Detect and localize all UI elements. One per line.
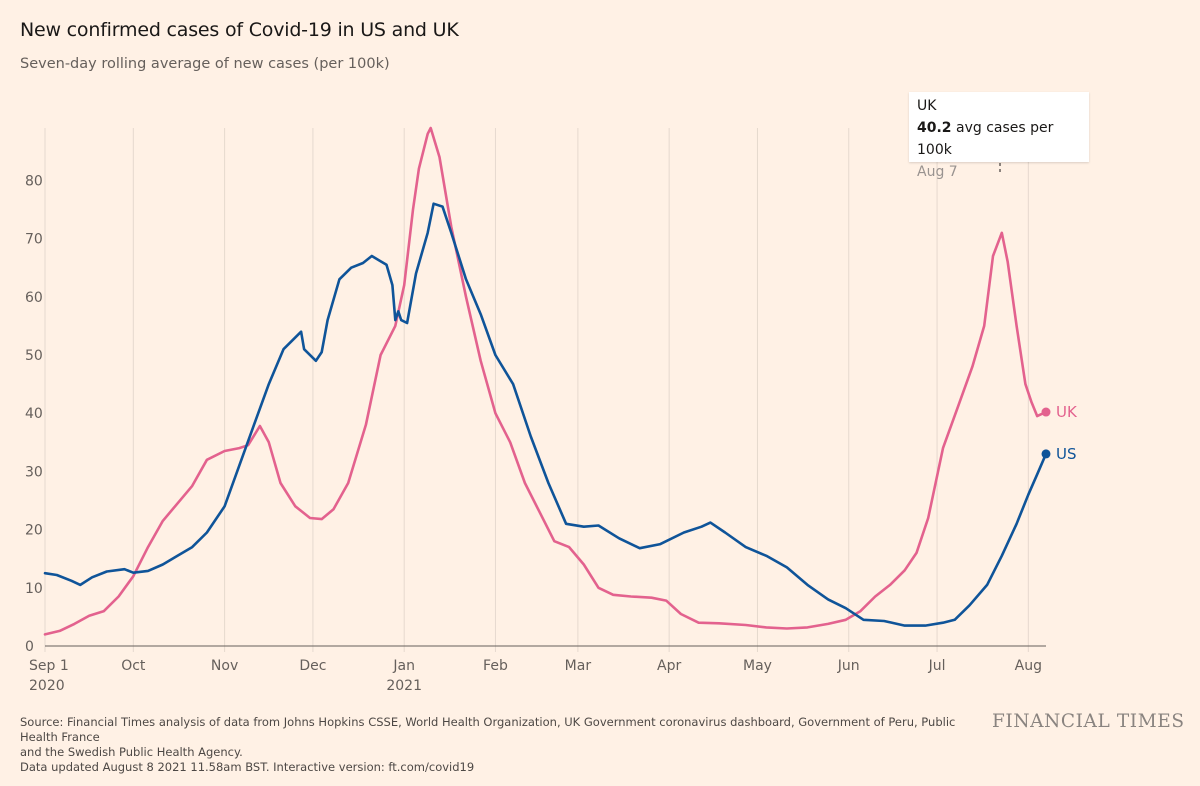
y-tick-label: 60 [25, 290, 43, 306]
y-tick-label: 0 [25, 639, 34, 655]
x-tick-label: Jul [928, 658, 946, 674]
x-tick-label: Apr [657, 658, 681, 674]
x-tick-label: May [743, 658, 772, 674]
tooltip-date: Aug 7 [917, 164, 958, 180]
end-marker-uk[interactable] [1041, 407, 1051, 417]
financial-times-logo: FINANCIAL TIMES [992, 711, 1185, 732]
tooltip-value: 40.2 [917, 120, 952, 136]
x-tick-label: Jan [392, 658, 415, 674]
tooltip-series-name: UK [917, 98, 937, 114]
x-tick-label: Mar [565, 658, 592, 674]
y-tick-label: 10 [25, 581, 43, 597]
source-line-3: Data updated August 8 2021 11.58am BST. … [20, 760, 475, 774]
y-axis: 0 10 20 30 40 50 60 70 80 [25, 173, 43, 655]
tooltip-value-line: 40.2 avg cases per 100k [917, 117, 1081, 161]
y-tick-label: 50 [25, 348, 43, 364]
x-tick-sublabel: 2020 [29, 678, 65, 694]
x-axis: Sep 1 2020 Oct Nov Dec Jan 2021 Feb Mar Apr May Jun… [29, 658, 1042, 694]
series-end-markers[interactable]: US UK [1041, 403, 1078, 463]
x-tick-label: Nov [211, 658, 238, 674]
x-tick-label: Jun [837, 658, 860, 674]
end-marker-us[interactable] [1041, 449, 1051, 459]
x-tick-label: Dec [299, 658, 326, 674]
hover-tooltip: UK 40.2 avg cases per 100k Aug 7 [909, 92, 1089, 180]
x-tick-label: Oct [121, 658, 146, 674]
series-end-label-us: US [1056, 445, 1077, 463]
chart-title: New confirmed cases of Covid-19 in US an… [20, 19, 459, 41]
y-tick-label: 30 [25, 464, 43, 480]
y-tick-label: 40 [25, 406, 43, 422]
x-tick-sublabel: 2021 [386, 678, 422, 694]
source-line-2: and the Swedish Public Health Agency. [20, 745, 243, 759]
series-line-us [43, 202, 1048, 627]
source-line-1: Source: Financial Times analysis of data… [20, 715, 956, 744]
y-tick-label: 70 [25, 232, 43, 248]
tooltip-value-suffix: avg cases per 100k [917, 120, 1054, 158]
series-end-label-uk: UK [1056, 403, 1078, 421]
source-note: Source: Financial Times analysis of data… [20, 715, 980, 775]
series-lines [43, 126, 1048, 636]
x-tick-label: Sep 1 [29, 658, 69, 674]
y-tick-label: 80 [25, 173, 43, 189]
gridlines [44, 128, 1046, 652]
series-line-uk [43, 126, 1048, 636]
x-tick-label: Feb [483, 658, 508, 674]
y-tick-label: 20 [25, 523, 43, 539]
chart-subtitle: Seven-day rolling average of new cases (… [20, 56, 390, 72]
x-tick-label: Aug [1015, 658, 1042, 674]
